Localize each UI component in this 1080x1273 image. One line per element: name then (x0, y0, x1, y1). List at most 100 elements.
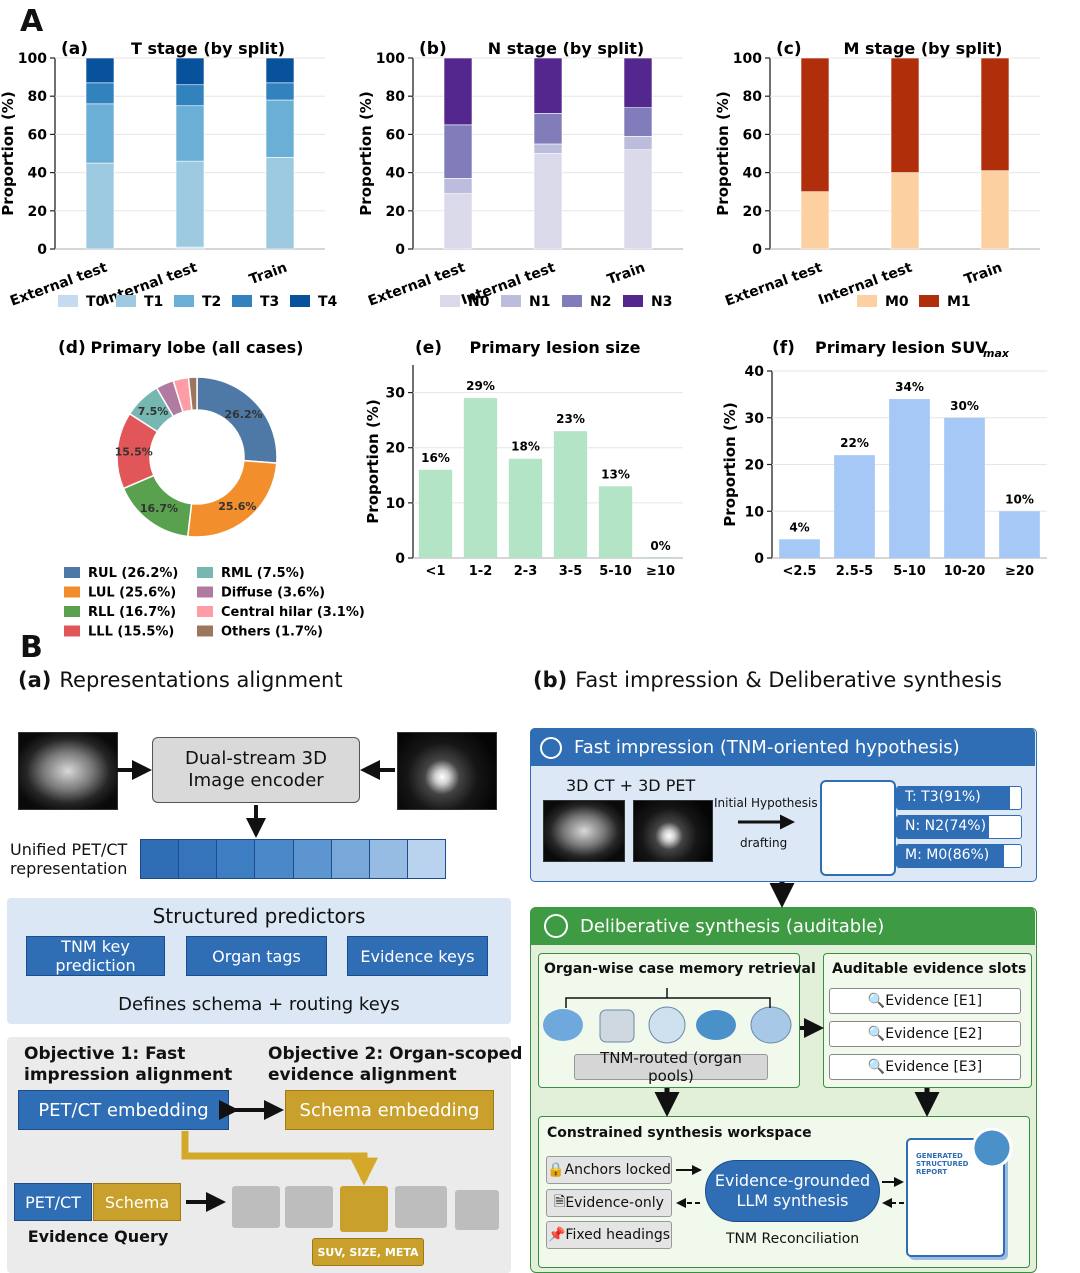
schema-query-box: Schema (93, 1183, 181, 1221)
bar-segment-N0 (623, 149, 653, 250)
objective2-title: Objective 2: Organ-scoped evidence align… (268, 1044, 522, 1086)
y-axis-label: Proportion (%) (357, 91, 375, 215)
vector-cell (255, 840, 294, 878)
panel-label: (c) (776, 39, 802, 59)
drafting-label: drafting (740, 836, 788, 850)
bar-segment-M0 (800, 191, 830, 250)
panel-letter-b: B (20, 630, 43, 665)
evidence-e1-slot: 🔍 Evidence [E1] (829, 988, 1021, 1014)
suv-meta-tag: SUV, SIZE, META (312, 1238, 424, 1266)
bar-2.5-5 (834, 455, 875, 558)
pie-label: 26.2% (225, 408, 263, 421)
panel-letter-a: A (20, 4, 44, 39)
tnm-key-line1: TNM key (61, 937, 130, 956)
legend-label: T2 (202, 294, 221, 310)
data-label: 13% (601, 467, 630, 481)
y-axis-label: Proportion (%) (714, 91, 732, 215)
x-tick-label: 10-20 (944, 564, 986, 579)
legend-label: RML (7.5%) (221, 566, 305, 581)
legend-label: M1 (947, 294, 971, 310)
pie-slice-Others (187, 376, 198, 412)
pet-thumbnail (633, 800, 713, 862)
bar-segment-N0 (533, 153, 563, 250)
clipboard-icon (820, 780, 896, 876)
data-label: 18% (511, 440, 540, 454)
data-label: 29% (466, 379, 495, 393)
evidence-only-text: Evidence-only (565, 1195, 664, 1211)
legend-swatch (501, 295, 521, 307)
bar-segment-T1 (85, 162, 115, 250)
x-tick-label: 2-3 (514, 564, 538, 579)
x-tick-label: Train (962, 260, 1004, 288)
y-tick-label: 20 (743, 204, 763, 220)
y-tick-label: 20 (386, 204, 406, 220)
fast-impression-title: Fast impression (TNM-oriented hypothesis… (574, 737, 960, 758)
organ-memory-title: Organ-wise case memory retrieval (544, 961, 816, 977)
bar-segment-N2 (623, 107, 653, 137)
bar-segment-T2 (175, 105, 205, 162)
legend-label: M0 (885, 294, 909, 310)
obj1-line1: Objective 1: Fast (24, 1044, 186, 1064)
panel-label: (b) (419, 39, 447, 59)
m-result-text: M: M0(86%) (905, 847, 990, 863)
bar-5-10 (598, 486, 633, 558)
legend-swatch (197, 567, 213, 578)
t-result-bar: T: T3(91%) (896, 786, 1022, 810)
bar-segment-M1 (800, 57, 830, 192)
evidence-e2-text: Evidence [E2] (885, 1026, 983, 1042)
evidence-e1-text: Evidence [E1] (885, 993, 983, 1009)
obj2-line1: Objective 2: Organ-scoped (268, 1044, 523, 1064)
report-line1: GENERATED (916, 1152, 963, 1160)
report-line2: STRUCTURED (916, 1160, 969, 1168)
generated-report-icon: GENERATED STRUCTURED REPORT (906, 1138, 1005, 1257)
y-tick-label: 0 (752, 242, 762, 258)
evidence-e2-slot: 🔍 Evidence [E2] (829, 1021, 1021, 1047)
bar-≥10 (643, 557, 678, 558)
bar-segment-T4 (175, 57, 205, 86)
y-tick-label: 0 (37, 242, 47, 258)
x-tick-label: ≥10 (646, 564, 675, 579)
legend-swatch (919, 295, 939, 307)
bar-segment-N3 (443, 57, 473, 126)
obj2-line2: evidence alignment (268, 1065, 457, 1085)
tnm-key-prediction-box: TNM key prediction (26, 936, 165, 976)
data-label: 34% (895, 380, 924, 394)
legend-swatch (857, 295, 877, 307)
legend-label: T0 (86, 294, 106, 310)
evidence-e3-text: Evidence [E3] (885, 1059, 983, 1075)
section-b-label: (b) (533, 668, 568, 692)
bar-segment-M1 (890, 57, 920, 173)
bar-segment-T3 (265, 82, 295, 101)
x-tick-label: Train (247, 260, 289, 288)
legend-label: N0 (468, 294, 490, 310)
pie-label: 25.6% (218, 500, 256, 513)
unified-representation-label: Unified PET/CT representation (10, 840, 127, 878)
defines-schema-text: Defines schema + routing keys (118, 994, 400, 1015)
x-tick-label: <1 (426, 564, 446, 579)
y-axis-label: Proportion (%) (721, 402, 739, 526)
y-tick-label: 40 (743, 166, 763, 182)
n-result-bar: N: N2(74%) (896, 815, 1022, 839)
chart-title: N stage (by split) (488, 39, 644, 58)
y-tick-label: 80 (743, 89, 763, 105)
y-tick-label: 100 (733, 51, 762, 67)
search-icon: 🔍 (867, 1026, 886, 1042)
fixed-headings-chip: 📌 Fixed headings (546, 1221, 672, 1249)
bar-segment-T3 (175, 84, 205, 107)
data-label: 22% (840, 436, 869, 450)
initial-hypothesis-label: Initial Hypothesis (714, 796, 818, 810)
section-b-title: (b) Fast impression & Deliberative synthe… (533, 668, 1002, 692)
y-tick-label: 0 (395, 551, 405, 567)
y-tick-label: 40 (386, 166, 406, 182)
bar-segment-N0 (443, 193, 473, 250)
bar-2-3 (508, 458, 543, 558)
bar-segment-T4 (265, 57, 295, 84)
y-tick-label: 60 (743, 127, 763, 143)
x-tick-label: ≥20 (1005, 564, 1034, 579)
legend-swatch (290, 295, 310, 307)
bar-segment-M0 (980, 170, 1010, 250)
legend-swatch (174, 295, 194, 307)
structured-predictors-title: Structured predictors (152, 904, 366, 928)
fast-impression-header (530, 728, 1035, 766)
y-axis-label: Proportion (%) (0, 91, 17, 215)
